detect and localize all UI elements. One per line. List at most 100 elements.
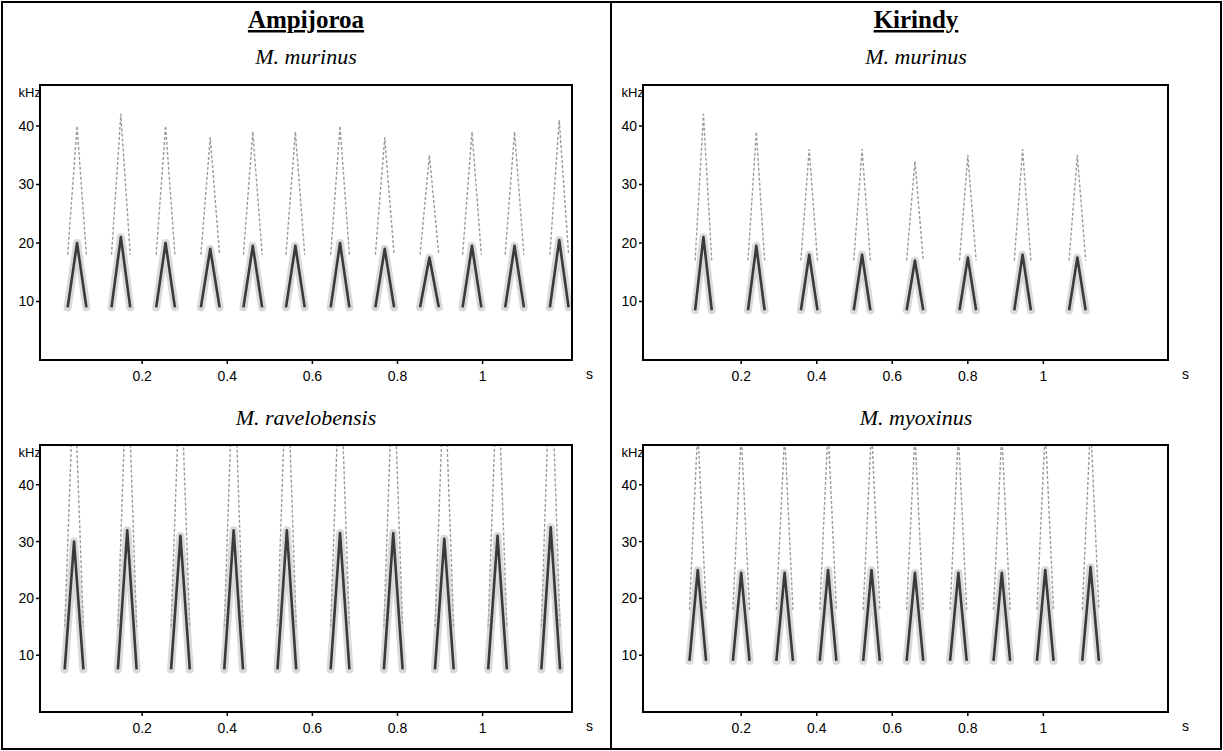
call-syllable [201, 138, 220, 308]
call-smear [820, 570, 837, 661]
call-syllable [854, 149, 871, 310]
x-tick-label: 0.4 [218, 720, 238, 736]
x-tick-label: 0.6 [883, 368, 903, 384]
call-syllable [488, 445, 507, 669]
y-tick-label: 30 [18, 534, 34, 550]
call-syllable [505, 132, 524, 308]
call-trace [463, 246, 482, 307]
x-tick-label: 0.6 [303, 368, 323, 384]
call-syllable [384, 445, 403, 669]
call-trace [118, 530, 137, 669]
x-tick-label: 0.8 [958, 368, 978, 384]
plot-frame [643, 445, 1168, 712]
call-smear [156, 243, 175, 307]
call-smear [118, 530, 137, 669]
harmonic [156, 126, 175, 255]
call-smear [68, 243, 87, 307]
call-smear [950, 573, 967, 661]
x-tick-label: 0.4 [218, 368, 238, 384]
y-tick [36, 242, 40, 244]
call-syllable [695, 114, 712, 310]
call-trace [801, 255, 818, 311]
call-syllable [286, 132, 305, 308]
y-tick-label: 10 [621, 647, 637, 663]
x-tick [816, 712, 818, 716]
x-tick [482, 360, 484, 364]
harmonic [201, 138, 220, 255]
call-trace [863, 570, 880, 661]
y-axis-unit: kHz [19, 85, 41, 100]
call-syllable [118, 445, 137, 669]
x-tick [312, 712, 314, 716]
call-smear [541, 527, 560, 669]
call-syllable [1014, 149, 1031, 310]
call-smear [550, 240, 569, 307]
y-tick [36, 654, 40, 656]
x-axis-unit: s [1182, 718, 1189, 734]
y-tick-label: 40 [18, 477, 34, 493]
harmonic [1014, 149, 1031, 260]
y-tick [639, 125, 643, 127]
harmonic [68, 126, 87, 255]
x-tick [1043, 712, 1045, 716]
panel: M. myoxinus10203040kHz0.20.40.60.81s [621, 405, 1189, 736]
plot-frame [40, 445, 572, 712]
call-trace [907, 573, 924, 661]
harmonic [420, 155, 439, 254]
harmonic [463, 132, 482, 255]
call-trace [156, 243, 175, 307]
call-smear [435, 539, 454, 670]
call-trace [820, 570, 837, 661]
call-syllable [1082, 445, 1099, 661]
call-syllable [435, 445, 454, 669]
x-tick [892, 360, 894, 364]
call-trace [1037, 570, 1054, 661]
call-syllable [112, 114, 131, 307]
harmonic [331, 126, 350, 255]
call-smear [1069, 258, 1086, 311]
harmonic [854, 149, 871, 260]
call-smear [112, 237, 131, 307]
call-trace [286, 246, 305, 307]
site-header: Ampijoroa [248, 6, 365, 33]
x-tick [1043, 360, 1045, 364]
panel-title: M. murinus [254, 44, 356, 69]
x-tick-label: 1 [1039, 720, 1047, 736]
harmonic [243, 132, 262, 255]
y-tick-label: 30 [18, 176, 34, 192]
harmonic [907, 161, 924, 260]
call-trace [488, 536, 507, 670]
y-tick-label: 40 [621, 477, 637, 493]
y-tick [36, 541, 40, 543]
call-trace [375, 249, 394, 308]
x-tick [312, 360, 314, 364]
panel-title: M. murinus [864, 44, 966, 69]
call-syllable [420, 155, 439, 307]
plot-frame [40, 85, 572, 360]
call-smear [420, 258, 439, 308]
x-axis-unit: s [1182, 366, 1189, 382]
x-tick-label: 0.2 [132, 720, 152, 736]
x-tick [816, 360, 818, 364]
y-tick [639, 301, 643, 303]
call-smear [854, 255, 871, 311]
call-syllable [776, 445, 793, 661]
harmonic [550, 120, 569, 255]
call-smear [277, 530, 296, 669]
call-syllable [820, 445, 837, 661]
y-axis-unit: kHz [622, 85, 644, 100]
y-axis-unit: kHz [19, 445, 41, 460]
x-tick-label: 1 [1039, 368, 1047, 384]
panel-title: M. myoxinus [859, 405, 972, 430]
panel-title: M. ravelobensis [235, 405, 377, 430]
x-tick-label: 0.8 [958, 720, 978, 736]
call-trace [171, 536, 190, 670]
call-trace [331, 533, 350, 669]
harmonic [505, 132, 524, 255]
harmonic [748, 132, 765, 261]
y-tick-label: 20 [18, 590, 34, 606]
y-tick [36, 484, 40, 486]
harmonic [286, 132, 305, 255]
call-syllable [331, 126, 350, 307]
x-tick [397, 712, 399, 716]
